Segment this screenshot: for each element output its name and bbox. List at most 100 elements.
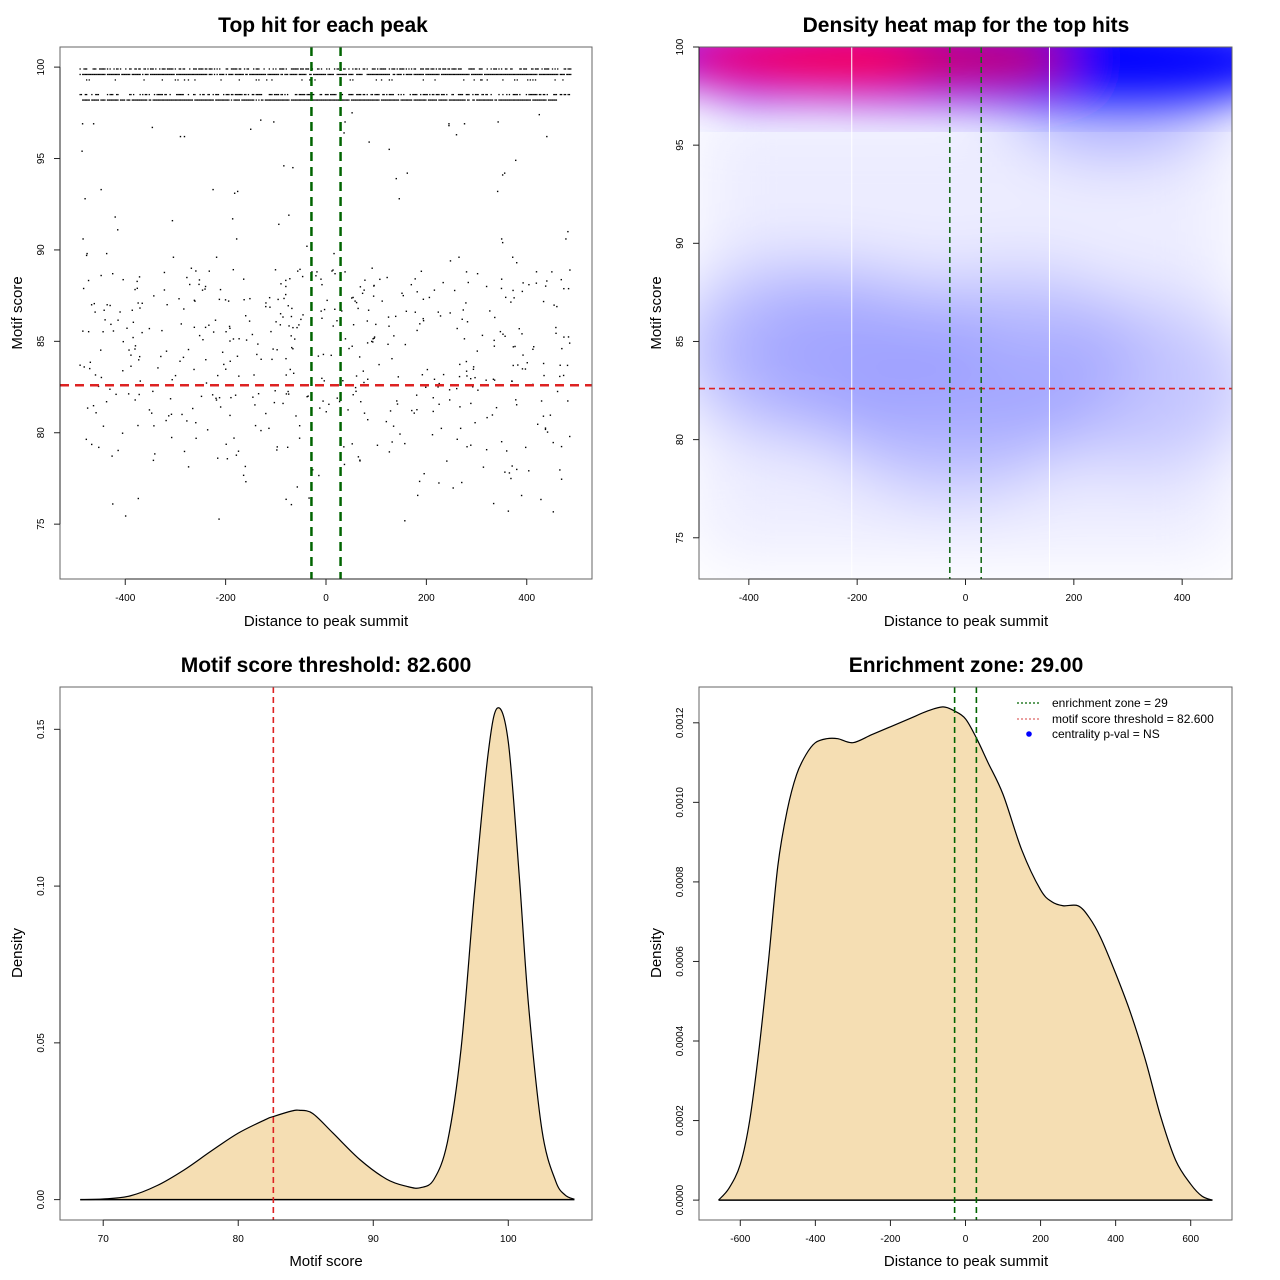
data-point bbox=[440, 73, 443, 76]
data-point bbox=[466, 446, 468, 448]
data-point bbox=[112, 330, 115, 332]
data-point bbox=[473, 99, 475, 101]
data-point bbox=[160, 73, 162, 76]
data-point bbox=[556, 305, 558, 308]
data-point bbox=[459, 99, 461, 101]
data-point bbox=[258, 68, 260, 70]
data-point bbox=[161, 73, 163, 76]
data-point bbox=[561, 347, 563, 350]
data-point bbox=[215, 399, 218, 401]
data-point bbox=[102, 331, 104, 333]
data-point bbox=[95, 99, 97, 101]
data-point bbox=[219, 73, 221, 76]
data-point bbox=[397, 376, 400, 378]
data-point bbox=[186, 276, 188, 279]
data-point bbox=[249, 73, 251, 76]
data-point bbox=[559, 469, 561, 471]
data-point bbox=[410, 283, 413, 286]
data-point bbox=[443, 68, 445, 70]
data-point bbox=[356, 68, 358, 70]
data-point bbox=[437, 311, 439, 313]
data-point bbox=[330, 354, 332, 357]
data-point bbox=[481, 68, 483, 70]
data-point bbox=[395, 177, 397, 180]
data-point bbox=[490, 93, 492, 96]
data-point bbox=[193, 73, 195, 76]
data-point bbox=[313, 73, 315, 76]
data-point bbox=[503, 172, 506, 174]
data-point bbox=[403, 68, 405, 70]
data-point bbox=[354, 68, 357, 70]
y-tick-label: 90 bbox=[36, 244, 47, 256]
legend-label: motif score threshold = 82.600 bbox=[1052, 712, 1214, 726]
data-point bbox=[363, 99, 366, 101]
data-point bbox=[500, 99, 503, 101]
data-point bbox=[88, 99, 90, 101]
data-point bbox=[447, 73, 449, 76]
data-point bbox=[353, 99, 355, 101]
data-point bbox=[404, 520, 406, 522]
data-point bbox=[334, 272, 336, 275]
data-point bbox=[152, 459, 155, 462]
data-point bbox=[456, 387, 458, 390]
x-axis: -400 -200 0 200 400 bbox=[739, 578, 1191, 604]
data-point bbox=[284, 73, 286, 76]
data-point bbox=[396, 400, 398, 402]
data-point bbox=[507, 99, 509, 101]
data-point bbox=[357, 307, 359, 310]
data-point bbox=[331, 73, 333, 76]
data-point bbox=[148, 409, 151, 411]
data-point bbox=[143, 99, 145, 101]
data-point bbox=[369, 99, 371, 101]
data-point bbox=[406, 172, 409, 174]
data-point bbox=[492, 502, 495, 505]
data-point bbox=[95, 73, 97, 76]
data-point bbox=[225, 68, 227, 70]
data-point bbox=[108, 73, 110, 76]
data-point bbox=[283, 165, 285, 167]
data-point bbox=[129, 99, 131, 101]
data-point bbox=[106, 93, 109, 96]
data-point bbox=[301, 68, 303, 70]
data-point bbox=[374, 68, 376, 70]
data-point bbox=[237, 93, 239, 96]
data-point bbox=[485, 93, 487, 96]
data-point bbox=[100, 99, 102, 101]
data-point bbox=[463, 338, 466, 340]
data-point bbox=[438, 73, 440, 76]
data-point bbox=[183, 135, 186, 138]
data-point bbox=[302, 68, 304, 70]
data-point bbox=[325, 411, 327, 413]
data-point bbox=[287, 390, 289, 393]
data-point bbox=[256, 73, 259, 76]
data-point bbox=[87, 330, 90, 333]
y-tick-label: 85 bbox=[36, 335, 47, 347]
data-point bbox=[247, 99, 250, 101]
data-point bbox=[405, 68, 408, 70]
data-point bbox=[465, 93, 468, 96]
data-point bbox=[196, 73, 199, 76]
data-point bbox=[455, 134, 458, 136]
data-point bbox=[422, 93, 424, 96]
data-point bbox=[382, 68, 384, 70]
data-point bbox=[316, 73, 319, 76]
data-point bbox=[348, 347, 350, 350]
data-point bbox=[242, 99, 244, 101]
data-point bbox=[373, 73, 375, 76]
data-point bbox=[480, 68, 482, 70]
data-point bbox=[371, 68, 374, 70]
data-point bbox=[138, 68, 140, 70]
data-point bbox=[122, 73, 124, 76]
data-point bbox=[493, 73, 495, 76]
data-point bbox=[465, 302, 467, 304]
data-point bbox=[388, 148, 390, 151]
data-point bbox=[414, 311, 417, 313]
data-point bbox=[229, 360, 231, 362]
data-point bbox=[517, 99, 520, 101]
data-point bbox=[247, 93, 250, 96]
data-point bbox=[378, 73, 380, 76]
data-point bbox=[86, 99, 88, 101]
data-point bbox=[324, 93, 327, 96]
data-point bbox=[129, 68, 131, 70]
